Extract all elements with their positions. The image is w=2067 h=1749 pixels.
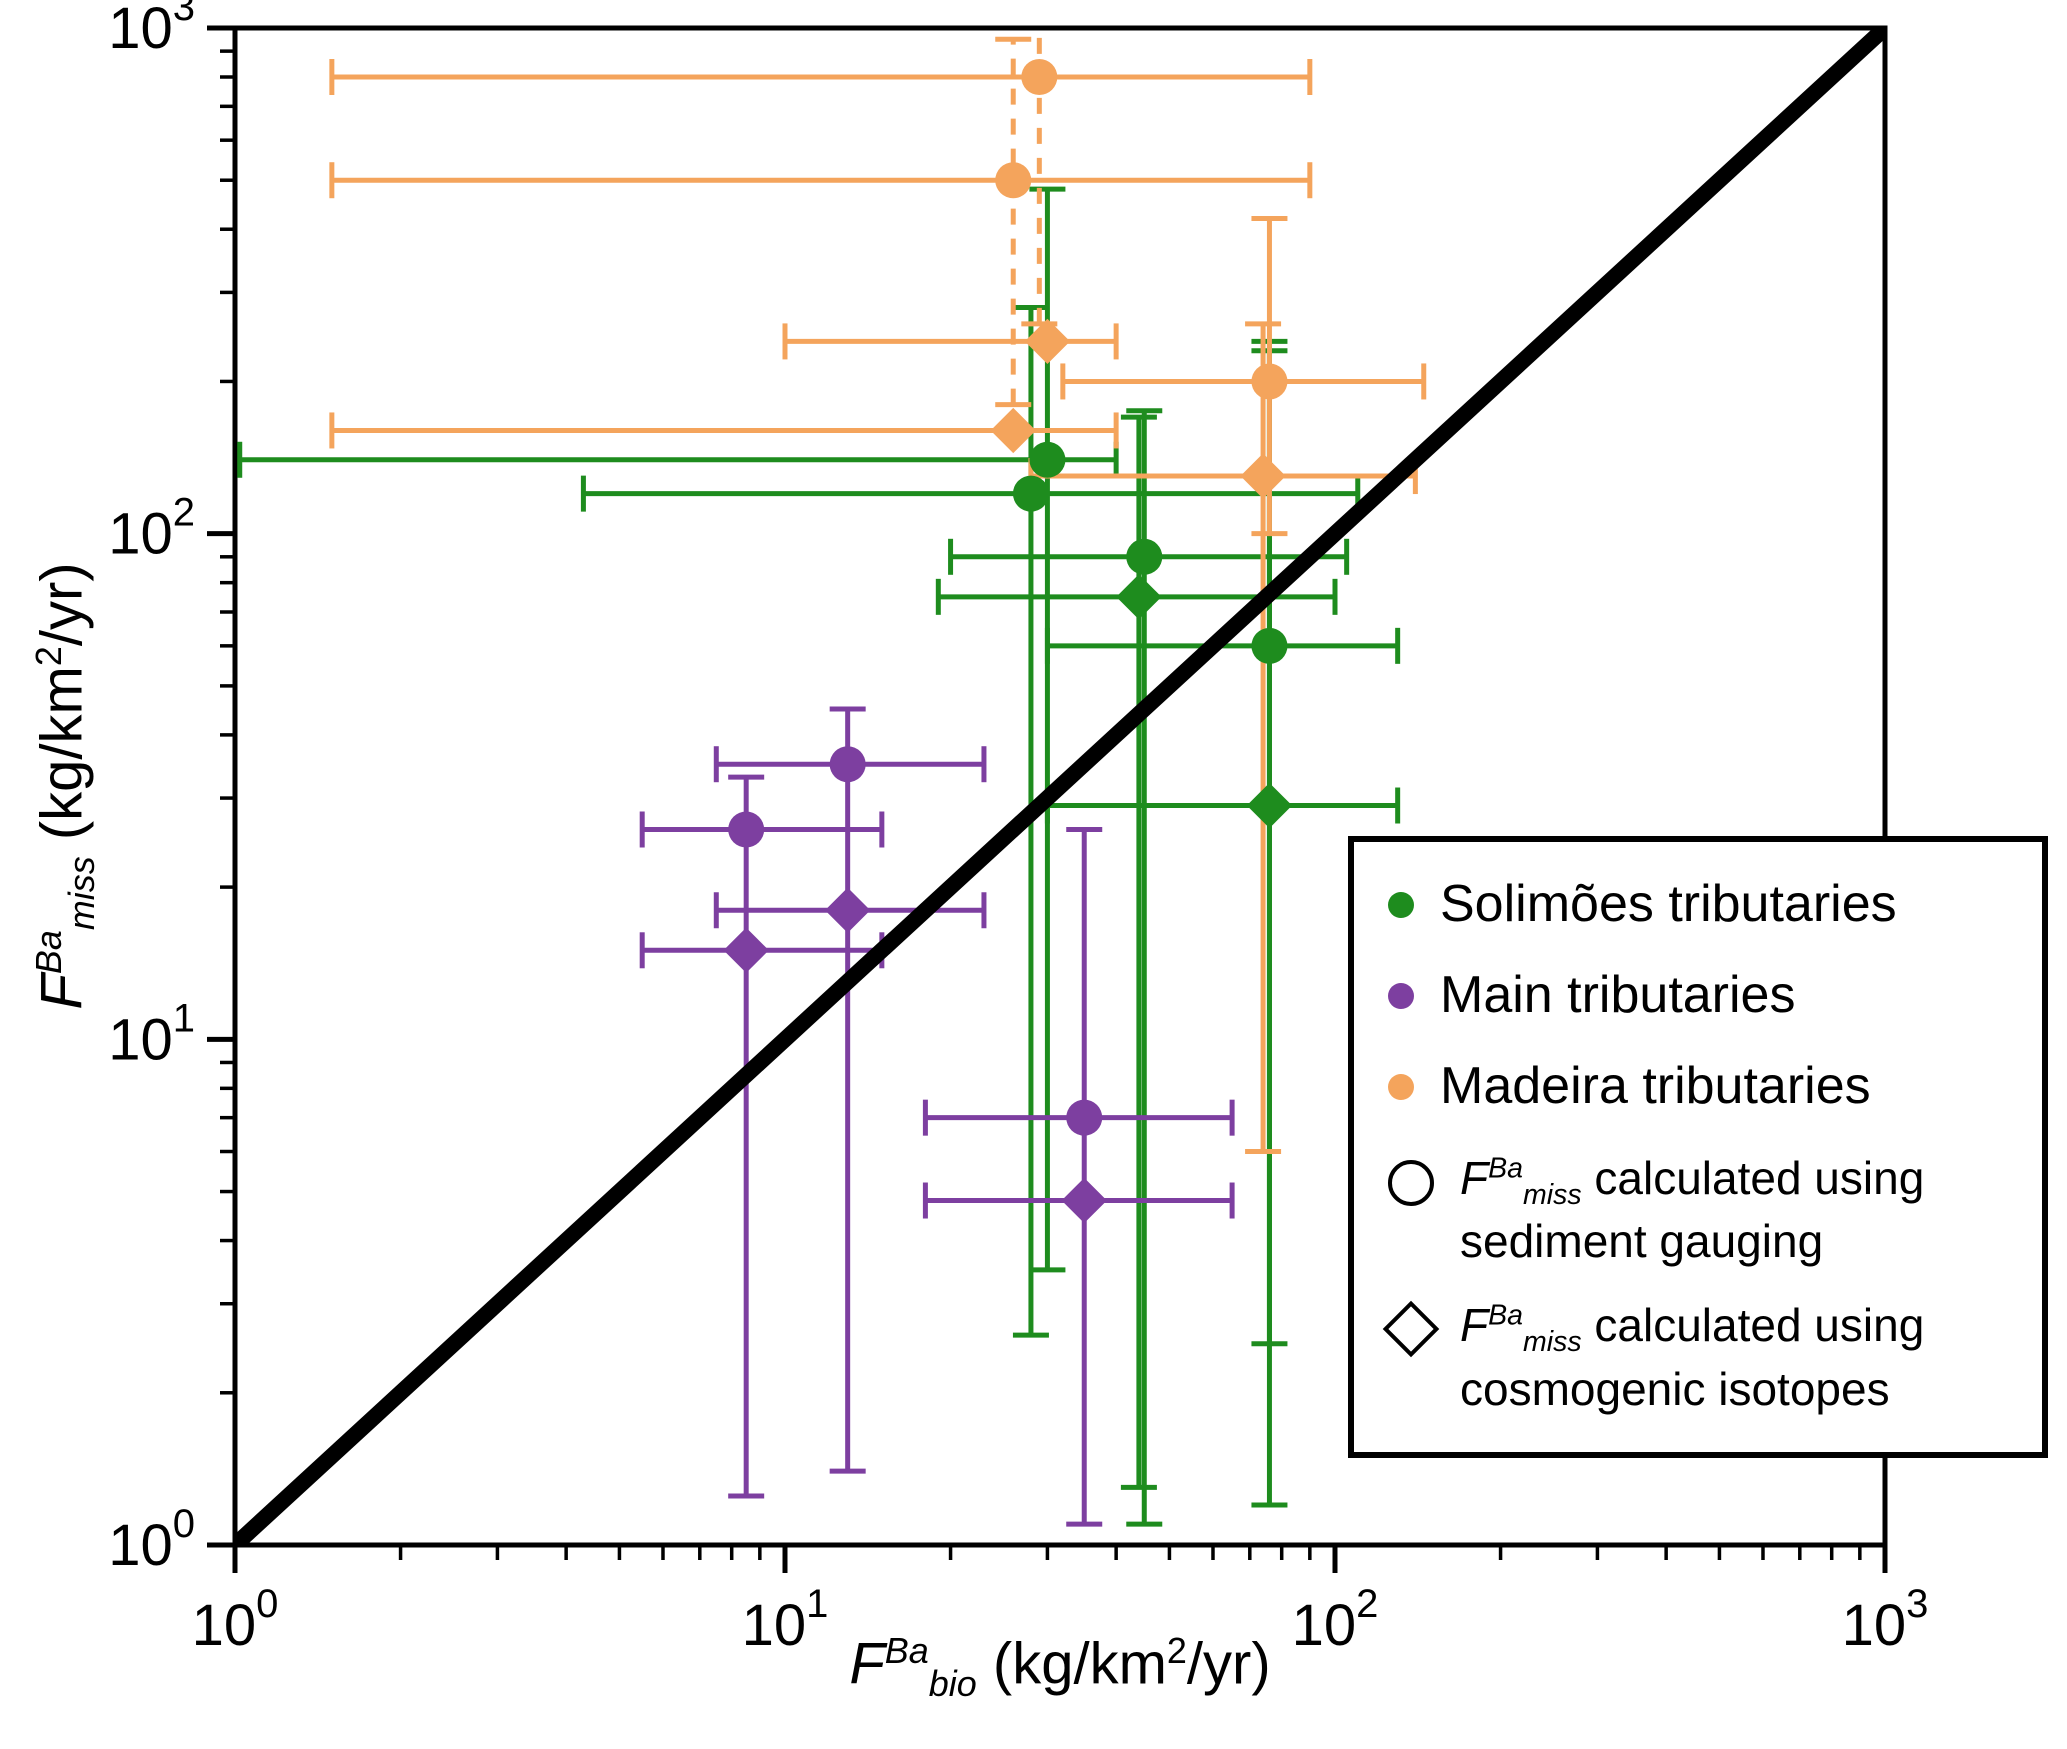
markers-layer	[723, 59, 1293, 1224]
error-bars	[329, 412, 1119, 449]
error-bars	[329, 36, 1313, 408]
data-point-diamond	[825, 887, 871, 933]
x-tick-label: 102	[1292, 1582, 1379, 1658]
legend-note-sediment: FBamiss calculated using sediment gaugin…	[1460, 1151, 1925, 1268]
x-axis-label: FBabio (kg/km2/yr)	[849, 1630, 1271, 1704]
data-point-circle	[1021, 59, 1058, 96]
legend-label-madeira: Madeira tributaries	[1440, 1057, 1871, 1116]
x-tick-label: 101	[742, 1582, 829, 1658]
y-axis-label: FBamiss (kg/km2/yr)	[28, 562, 102, 1010]
data-point-diamond	[1246, 782, 1293, 829]
data-point-circle	[995, 162, 1032, 199]
open-circle-icon	[1388, 1159, 1434, 1206]
legend-item-sediment-gauging: FBamiss calculated using sediment gaugin…	[1388, 1150, 2012, 1271]
legend-label-main: Main tributaries	[1440, 966, 1796, 1025]
legend-item-madeira: Madeira tributaries	[1388, 1058, 2012, 1115]
x-label-variable: F	[849, 1631, 885, 1697]
error-bars	[1044, 348, 1401, 1508]
x-tick-label: 100	[192, 1582, 279, 1658]
madeira-dot-icon	[1388, 1073, 1414, 1100]
y-tick-label: 101	[108, 996, 195, 1072]
legend: Solimões tributaries Main tributaries Ma…	[1348, 836, 2048, 1459]
error-bars	[922, 826, 1235, 1527]
y-tick-label: 103	[108, 0, 195, 61]
main-dot-icon	[1388, 982, 1414, 1009]
y-label-variable: F	[29, 974, 95, 1010]
data-point-circle	[728, 811, 765, 848]
data-point-circle	[1029, 441, 1066, 478]
data-point-diamond	[723, 927, 769, 973]
one-to-one-line	[233, 26, 1887, 1547]
open-diamond-icon	[1382, 1300, 1440, 1358]
solimoes-dot-icon	[1388, 891, 1414, 918]
data-point-circle	[829, 746, 866, 783]
legend-item-solimoes: Solimões tributaries	[1388, 875, 2012, 933]
plot-frame	[232, 25, 1888, 1548]
x-tick-label: 103	[1842, 1582, 1929, 1658]
data-point-circle	[1251, 363, 1288, 400]
legend-item-cosmogenic: FBamiss calculated using cosmogenic isot…	[1382, 1297, 2012, 1418]
error-bars	[237, 186, 1119, 1273]
legend-note-cosmogenic: FBamiss calculated using cosmogenic isot…	[1460, 1298, 1925, 1415]
data-point-diamond	[1061, 1177, 1107, 1224]
error-bars	[1060, 216, 1427, 537]
legend-label-solimoes: Solimões tributaries	[1440, 875, 1897, 933]
data-point-diamond	[1116, 574, 1162, 620]
error-bars	[329, 26, 1313, 327]
data-point-circle	[1012, 475, 1049, 512]
legend-item-main: Main tributaries	[1388, 966, 2012, 1025]
data-point-circle	[1251, 627, 1288, 664]
y-tick-label: 102	[108, 491, 195, 567]
y-tick-label: 100	[108, 1502, 195, 1578]
data-point-circle	[1126, 538, 1163, 575]
data-point-circle	[1066, 1099, 1103, 1136]
